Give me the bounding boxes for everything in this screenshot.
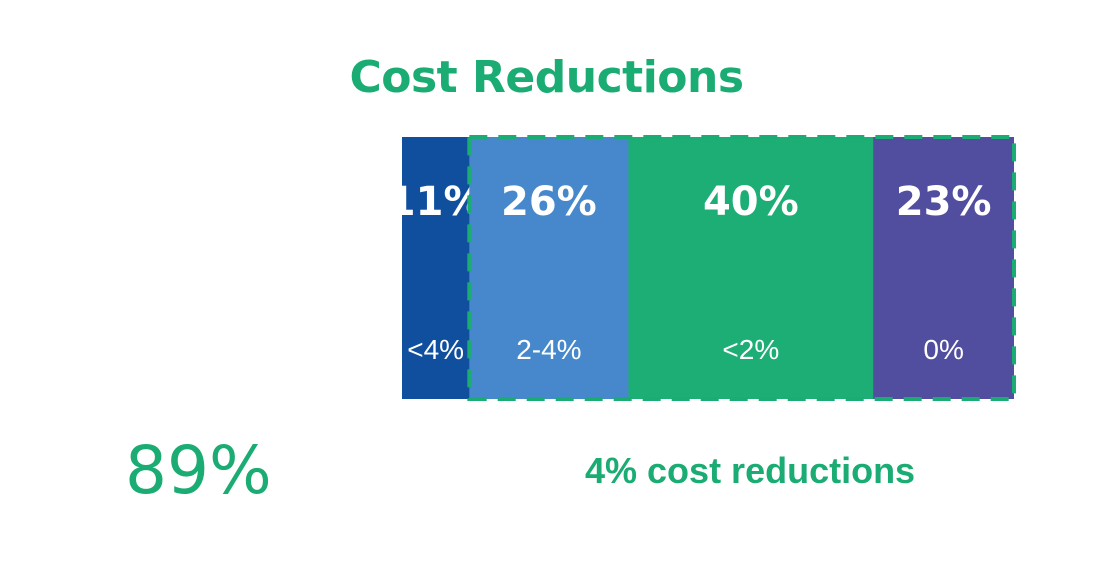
- segment-category-label: 2-4%: [516, 334, 581, 365]
- segment-value-label: 23%: [896, 179, 992, 225]
- bar-segment-3: [628, 137, 874, 399]
- callout-percentage: 89%: [125, 432, 272, 509]
- bar-segment-2: [469, 137, 629, 399]
- segment-category-label: <4%: [407, 334, 464, 365]
- segment-value-label: 40%: [703, 179, 799, 225]
- bar-segment-4: [873, 137, 1014, 399]
- segment-category-label: 0%: [923, 334, 963, 365]
- bar-segment-1: [402, 137, 470, 399]
- segment-category-label: <2%: [722, 334, 779, 365]
- chart-title: Cost Reductions: [349, 52, 744, 103]
- segment-value-label: 26%: [501, 179, 597, 225]
- highlight-dashed-box: [467, 135, 1016, 401]
- highlight-label: 4% cost reductions: [585, 450, 916, 491]
